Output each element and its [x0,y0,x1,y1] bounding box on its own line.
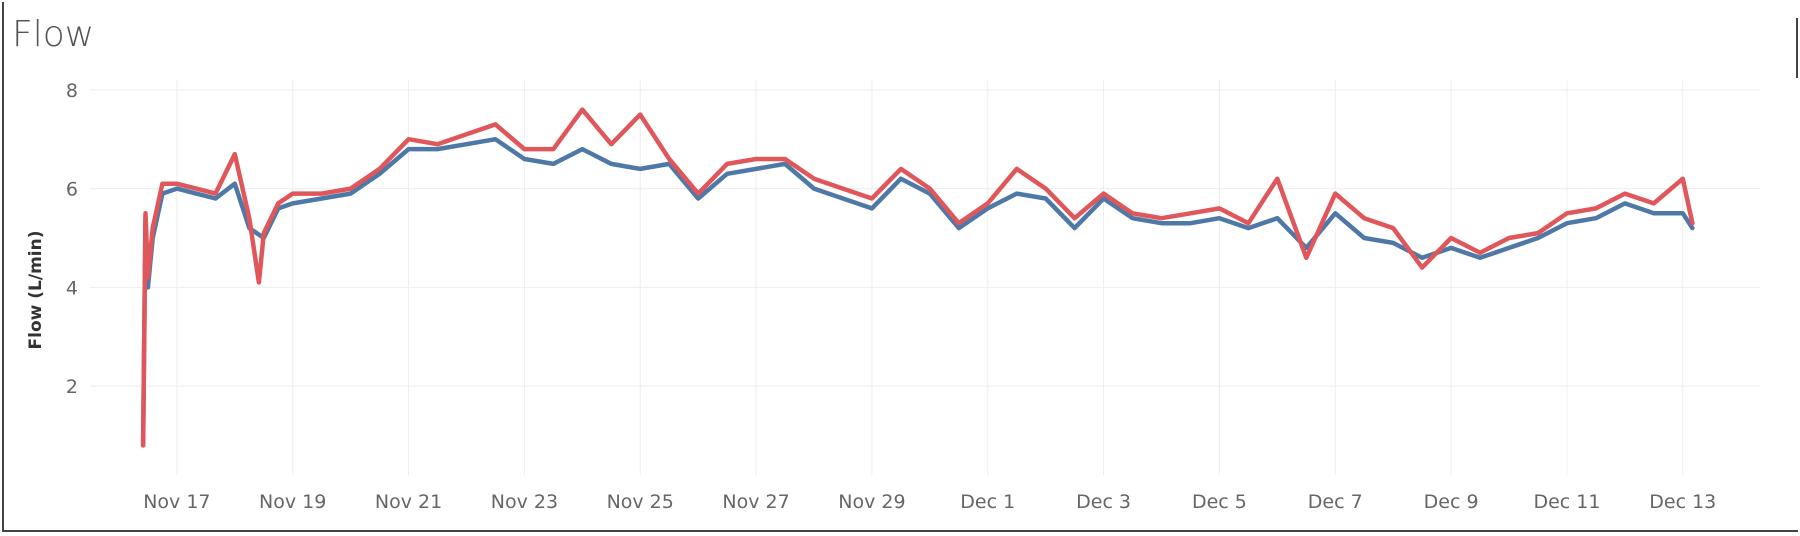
x-tick-label: Dec 13 [1649,491,1716,513]
x-tick-label: Nov 27 [722,491,789,513]
grid-layer [90,80,1760,475]
series-layer [140,107,1695,448]
x-tick-label: Nov 23 [491,491,558,513]
x-tick-label: Dec 9 [1424,491,1479,513]
x-tick-label: Nov 19 [259,491,326,513]
series-line-red [140,107,1695,448]
x-tick-label: Nov 25 [607,491,674,513]
x-tick-label: Dec 11 [1533,491,1600,513]
x-tick-label: Dec 3 [1076,491,1131,513]
x-tick-label: Dec 7 [1308,491,1363,513]
y-axis-title: Flow (L/min) [26,231,46,350]
y-tick-label: 8 [66,80,78,102]
x-tick-label: Dec 1 [960,491,1015,513]
pane-divider [1796,18,1798,78]
x-tick-label: Dec 5 [1192,491,1247,513]
axis-layer: 2 4 6 8 Nov 17 Nov 19 Nov 21 Nov 23 Nov 25 Nov 27… [66,80,1716,513]
y-tick-label: 4 [66,277,78,299]
series-line-blue [140,136,1695,448]
x-tick-label: Nov 29 [838,491,905,513]
x-tick-label: Nov 21 [375,491,442,513]
x-tick-label: Nov 17 [143,491,210,513]
y-tick-label: 2 [66,376,78,398]
y-tick-label: 6 [66,179,78,201]
chart-title: Flow [12,14,95,55]
